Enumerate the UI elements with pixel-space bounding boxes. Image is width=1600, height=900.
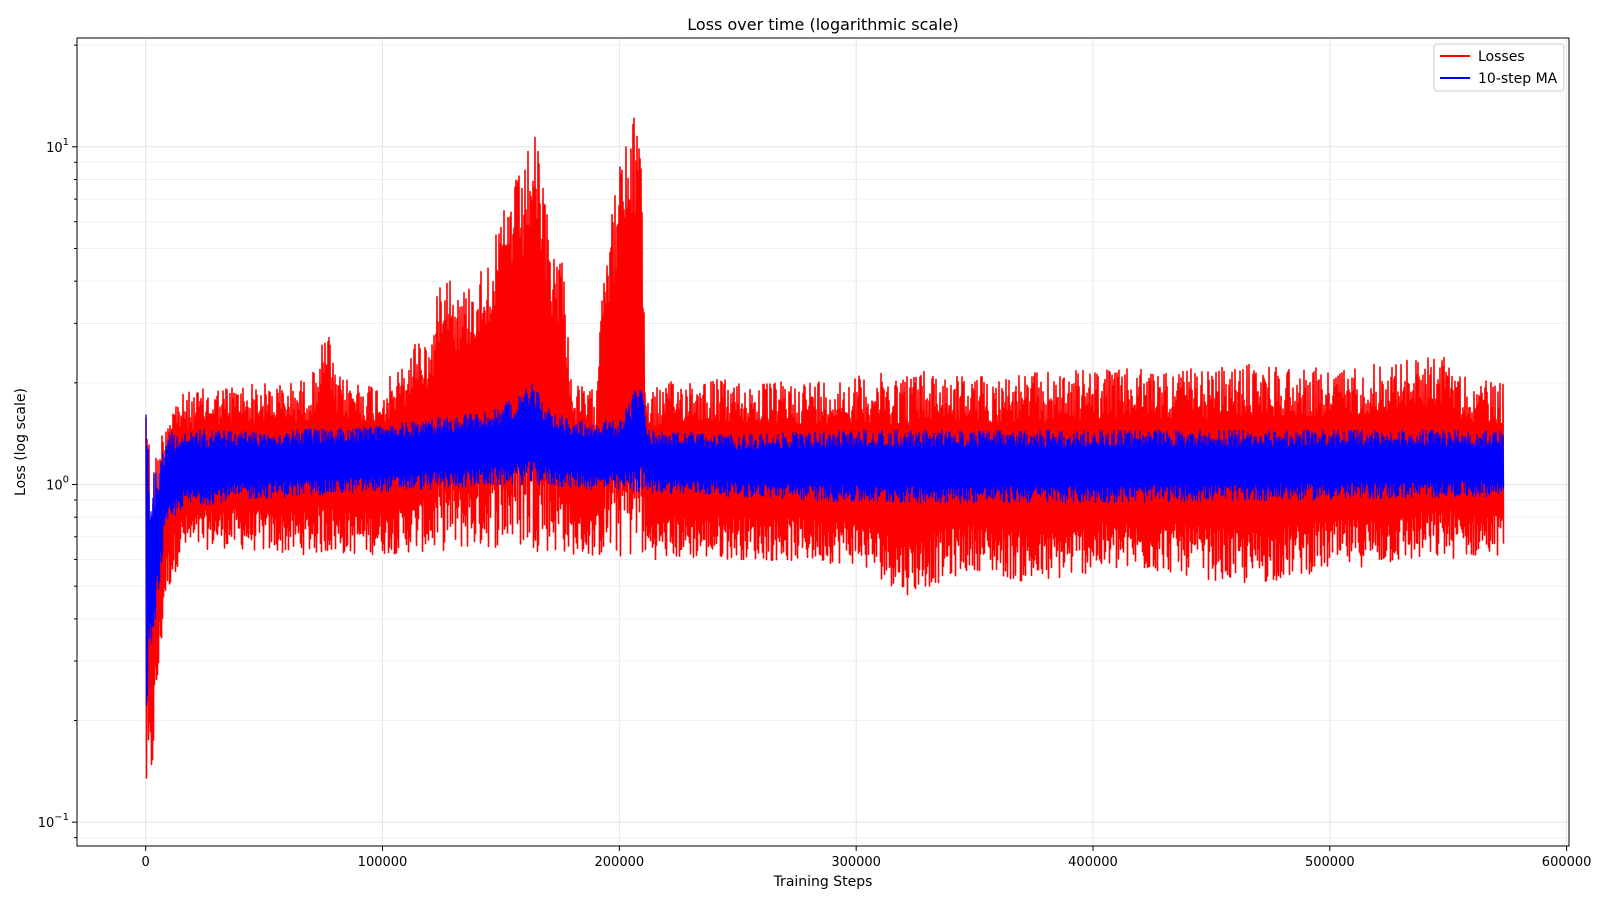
x-axis-label: Training Steps xyxy=(773,874,873,890)
x-tick-label: 100000 xyxy=(358,855,408,870)
moving-average-series-line xyxy=(145,383,1505,706)
chart-title: Loss over time (logarithmic scale) xyxy=(687,15,958,34)
y-tick-label: 10−1 xyxy=(38,812,69,831)
y-axis-label: Loss (log scale) xyxy=(13,388,29,496)
legend-label-losses: Losses xyxy=(1478,49,1525,65)
x-tick-label: 500000 xyxy=(1305,855,1355,870)
x-axis-ticks: 0 100000 200000 300000 400000 500000 600000 xyxy=(142,846,1592,870)
plot-frame xyxy=(76,37,1570,847)
x-tick-label: 200000 xyxy=(595,855,645,870)
data-series xyxy=(145,117,1505,779)
x-tick-label: 0 xyxy=(142,855,150,870)
legend-label-moving-average: 10-step MA xyxy=(1478,71,1558,87)
x-tick-label: 600000 xyxy=(1542,855,1592,870)
y-tick-label: 101 xyxy=(46,137,69,156)
x-tick-label: 300000 xyxy=(831,855,881,870)
x-tick-label: 400000 xyxy=(1068,855,1118,870)
legend: Losses 10-step MA xyxy=(1433,43,1565,92)
y-tick-label: 100 xyxy=(46,474,69,493)
y-axis-ticks: 10−1 100 101 xyxy=(38,44,77,839)
